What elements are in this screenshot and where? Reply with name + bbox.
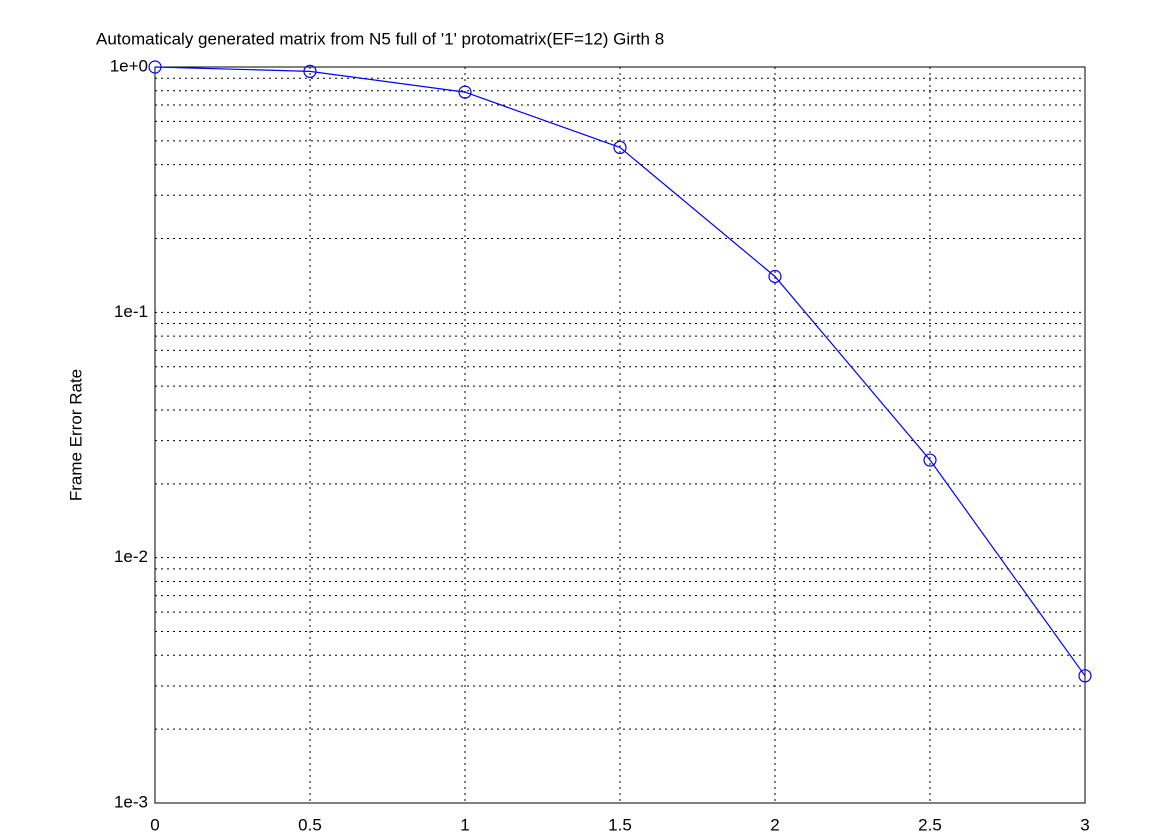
data-line	[154, 66, 1086, 677]
y-tick-label: 1e-3	[114, 792, 148, 811]
data-point	[148, 60, 162, 74]
data-point	[923, 453, 937, 467]
plot-frame	[154, 66, 1086, 804]
y-tick-label: 1e-1	[114, 302, 148, 321]
data-point	[613, 140, 627, 155]
data-point	[458, 85, 472, 99]
x-tick-label: 2.5	[918, 815, 942, 834]
data-point	[303, 64, 317, 78]
x-tick-label: 1	[460, 815, 469, 834]
data-point	[1078, 669, 1092, 683]
chart-title: Automaticaly generated matrix from N5 fu…	[96, 29, 664, 48]
data-point	[768, 269, 782, 284]
x-tick-label: 3	[1080, 815, 1089, 834]
x-tick-label: 0.5	[298, 815, 322, 834]
x-tick-label: 2	[770, 815, 779, 834]
y-tick-label: 1e-2	[114, 547, 148, 566]
x-tick-label: 0	[150, 815, 159, 834]
x-tick-label: 1.5	[608, 815, 632, 834]
y-tick-label: 1e+0	[110, 56, 148, 75]
y-axis-label: Frame Error Rate	[66, 369, 85, 501]
